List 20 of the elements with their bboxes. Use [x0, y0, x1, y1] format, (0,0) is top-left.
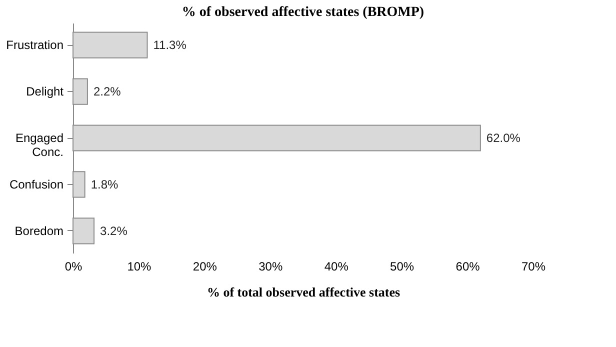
x-tick-label: 40%	[324, 260, 349, 274]
x-tick-label: 60%	[456, 260, 480, 274]
data-label: 1.8%	[90, 177, 119, 192]
y-tick-label: Boredom	[14, 224, 64, 238]
chart-title: % of observed affective states (BROMP)	[182, 5, 424, 20]
data-label: 2.2%	[93, 84, 122, 99]
x-tick-label: 70%	[521, 260, 546, 274]
x-tick-label: 20%	[192, 260, 218, 274]
x-tick-label: 0%	[64, 260, 82, 274]
y-tick-label: Frustration	[6, 38, 64, 52]
x-tick-label: 30%	[258, 260, 283, 274]
y-tick-label: Confusion	[9, 177, 64, 192]
x-tick-label: 50%	[390, 260, 414, 274]
y-tick-label: Engaged Conc.	[15, 131, 64, 159]
data-label: 62.0%	[486, 131, 521, 145]
x-axis-title: % of total observed affective states	[206, 284, 400, 300]
x-tick-label: 10%	[127, 260, 152, 274]
data-label: 3.2%	[100, 224, 128, 238]
y-tick-label: Delight	[26, 84, 64, 99]
data-label: 11.3%	[153, 38, 187, 52]
